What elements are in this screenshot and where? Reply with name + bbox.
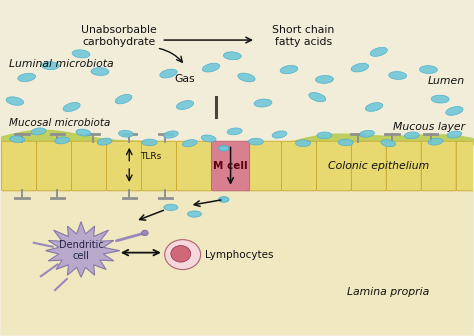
Ellipse shape: [187, 211, 201, 217]
Ellipse shape: [201, 135, 216, 142]
Ellipse shape: [238, 73, 255, 82]
Circle shape: [142, 230, 148, 236]
Text: TLRs: TLRs: [140, 152, 161, 161]
Ellipse shape: [219, 145, 229, 151]
Ellipse shape: [91, 68, 109, 76]
Ellipse shape: [359, 130, 374, 137]
FancyBboxPatch shape: [107, 141, 142, 191]
Text: Mucosal microbiota: Mucosal microbiota: [9, 118, 110, 128]
Text: Lymphocytes: Lymphocytes: [205, 250, 274, 260]
Ellipse shape: [338, 139, 353, 146]
Ellipse shape: [18, 74, 36, 81]
Ellipse shape: [10, 136, 25, 143]
Text: Lumen: Lumen: [428, 76, 465, 86]
Ellipse shape: [420, 65, 437, 74]
Ellipse shape: [164, 204, 178, 211]
Text: Gas: Gas: [175, 74, 195, 84]
Ellipse shape: [76, 129, 91, 136]
FancyBboxPatch shape: [456, 141, 474, 191]
Ellipse shape: [296, 140, 310, 146]
Ellipse shape: [160, 70, 177, 78]
Ellipse shape: [381, 140, 396, 146]
FancyBboxPatch shape: [386, 141, 421, 191]
Ellipse shape: [309, 93, 326, 101]
Ellipse shape: [272, 131, 287, 138]
Ellipse shape: [316, 75, 333, 83]
Polygon shape: [46, 222, 120, 277]
Text: Unabsorbable
carbohydrate: Unabsorbable carbohydrate: [81, 25, 157, 47]
Ellipse shape: [97, 138, 112, 145]
Ellipse shape: [219, 197, 229, 202]
Ellipse shape: [42, 61, 59, 70]
Circle shape: [171, 246, 191, 262]
FancyBboxPatch shape: [72, 141, 107, 191]
Ellipse shape: [182, 140, 197, 147]
Ellipse shape: [73, 49, 90, 58]
Ellipse shape: [164, 131, 178, 138]
Text: Colonic epithelium: Colonic epithelium: [328, 161, 429, 171]
FancyBboxPatch shape: [317, 141, 351, 191]
Circle shape: [164, 240, 201, 269]
Bar: [0, 190, 474, 335]
Text: Mucous layer: Mucous layer: [392, 122, 465, 132]
FancyBboxPatch shape: [211, 141, 250, 191]
Ellipse shape: [118, 130, 133, 137]
Ellipse shape: [447, 131, 462, 138]
Ellipse shape: [446, 107, 464, 115]
FancyBboxPatch shape: [351, 141, 386, 191]
Ellipse shape: [202, 64, 220, 72]
Ellipse shape: [227, 128, 242, 135]
Ellipse shape: [351, 64, 369, 72]
FancyBboxPatch shape: [176, 141, 211, 191]
Ellipse shape: [431, 95, 449, 103]
Ellipse shape: [63, 103, 81, 111]
Text: M cell: M cell: [213, 161, 248, 171]
Ellipse shape: [365, 102, 383, 112]
Ellipse shape: [142, 139, 157, 146]
FancyBboxPatch shape: [142, 141, 176, 191]
FancyBboxPatch shape: [1, 141, 36, 191]
Ellipse shape: [248, 138, 264, 145]
Ellipse shape: [404, 132, 419, 139]
Ellipse shape: [176, 101, 194, 109]
Ellipse shape: [224, 51, 241, 60]
FancyBboxPatch shape: [421, 141, 456, 191]
Ellipse shape: [55, 137, 70, 144]
FancyBboxPatch shape: [282, 141, 317, 191]
Ellipse shape: [317, 132, 332, 139]
FancyBboxPatch shape: [246, 141, 282, 191]
Ellipse shape: [6, 97, 24, 105]
Ellipse shape: [254, 99, 272, 107]
Ellipse shape: [428, 138, 443, 145]
Ellipse shape: [115, 95, 133, 103]
Ellipse shape: [389, 71, 406, 80]
Text: Dendritic
cell: Dendritic cell: [59, 240, 103, 261]
Ellipse shape: [31, 128, 46, 135]
Text: Lamina propria: Lamina propria: [347, 287, 429, 297]
Ellipse shape: [370, 48, 388, 56]
Text: Short chain
fatty acids: Short chain fatty acids: [272, 25, 334, 47]
FancyBboxPatch shape: [36, 141, 72, 191]
Ellipse shape: [280, 65, 298, 74]
Text: Luminal microbiota: Luminal microbiota: [9, 59, 114, 69]
